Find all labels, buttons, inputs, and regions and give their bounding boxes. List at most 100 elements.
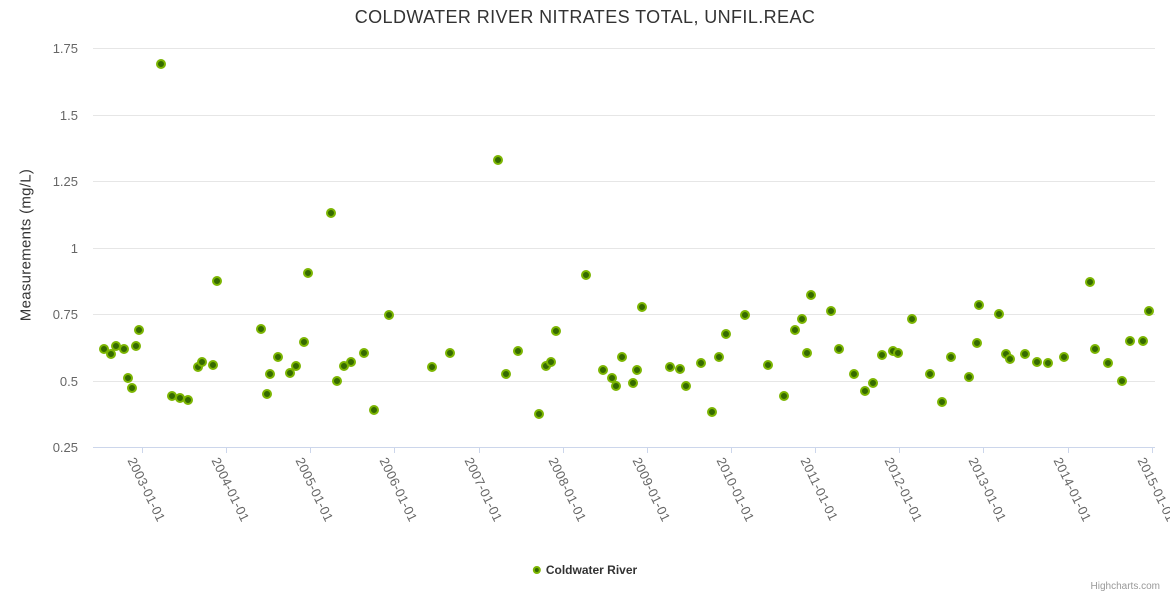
data-point[interactable]	[1102, 358, 1113, 369]
data-point[interactable]	[345, 356, 356, 367]
data-point[interactable]	[99, 343, 110, 354]
data-point[interactable]	[859, 386, 870, 397]
data-point[interactable]	[1058, 351, 1069, 362]
x-axis-tick-label: 2015-01-01	[1134, 455, 1170, 525]
x-axis-tick	[983, 447, 985, 453]
y-gridline	[93, 247, 1155, 249]
data-point[interactable]	[964, 371, 975, 382]
data-point[interactable]	[299, 336, 310, 347]
data-point[interactable]	[627, 378, 638, 389]
legend-item-coldwater-river[interactable]: Coldwater River	[532, 563, 637, 577]
data-point[interactable]	[358, 347, 369, 358]
data-point[interactable]	[892, 347, 903, 358]
data-point[interactable]	[427, 362, 438, 373]
data-point[interactable]	[974, 299, 985, 310]
data-point[interactable]	[384, 310, 395, 321]
data-point[interactable]	[545, 356, 556, 367]
data-point[interactable]	[925, 368, 936, 379]
data-point[interactable]	[264, 368, 275, 379]
data-point[interactable]	[779, 391, 790, 402]
data-point[interactable]	[197, 356, 208, 367]
data-point[interactable]	[208, 359, 219, 370]
y-axis-tick-label: 1.25	[52, 174, 78, 189]
data-point[interactable]	[801, 347, 812, 358]
data-point[interactable]	[664, 362, 675, 373]
data-point[interactable]	[994, 309, 1005, 319]
y-axis-tick-label: 0.25	[52, 440, 78, 455]
data-point[interactable]	[681, 380, 692, 391]
data-point[interactable]	[211, 275, 222, 286]
data-point[interactable]	[492, 154, 503, 165]
data-point[interactable]	[825, 306, 836, 317]
data-point[interactable]	[156, 58, 167, 69]
data-point[interactable]	[122, 372, 133, 383]
data-point[interactable]	[713, 351, 724, 362]
data-point[interactable]	[796, 314, 807, 325]
data-point[interactable]	[285, 367, 296, 378]
data-point[interactable]	[127, 383, 138, 394]
data-point[interactable]	[868, 378, 879, 389]
x-axis-tick	[730, 447, 732, 453]
data-point[interactable]	[1125, 335, 1136, 346]
data-point[interactable]	[134, 324, 145, 335]
data-point[interactable]	[1031, 356, 1042, 367]
data-point[interactable]	[675, 363, 686, 374]
data-point[interactable]	[1116, 375, 1127, 386]
data-point[interactable]	[762, 359, 773, 370]
data-point[interactable]	[326, 207, 337, 218]
data-point[interactable]	[1138, 335, 1149, 346]
data-point[interactable]	[632, 364, 643, 375]
data-point[interactable]	[806, 290, 817, 301]
data-point[interactable]	[291, 360, 302, 371]
x-axis-tick-label: 2007-01-01	[461, 455, 506, 525]
data-point[interactable]	[936, 396, 947, 407]
data-point[interactable]	[720, 328, 731, 339]
data-point[interactable]	[445, 347, 456, 358]
data-point[interactable]	[740, 310, 751, 321]
data-point[interactable]	[119, 343, 130, 354]
data-point[interactable]	[598, 364, 609, 375]
data-point[interactable]	[834, 343, 845, 354]
data-point[interactable]	[533, 408, 544, 419]
data-point[interactable]	[616, 351, 627, 362]
data-point[interactable]	[610, 380, 621, 391]
data-point[interactable]	[1020, 348, 1031, 359]
data-point[interactable]	[696, 358, 707, 369]
data-point[interactable]	[1043, 358, 1054, 369]
x-axis-tick	[226, 447, 228, 453]
data-point[interactable]	[946, 351, 957, 362]
data-point[interactable]	[261, 388, 272, 399]
data-point[interactable]	[1090, 343, 1101, 354]
data-point[interactable]	[302, 267, 313, 278]
data-point[interactable]	[255, 323, 266, 334]
data-point[interactable]	[369, 404, 380, 415]
x-axis-tick	[394, 447, 396, 453]
y-gridline	[93, 380, 1155, 382]
data-point[interactable]	[183, 395, 194, 406]
data-point[interactable]	[1085, 277, 1096, 288]
y-gridline	[93, 114, 1155, 116]
data-point[interactable]	[130, 340, 141, 351]
data-point[interactable]	[1143, 306, 1154, 317]
data-point[interactable]	[580, 270, 591, 281]
data-point[interactable]	[273, 351, 284, 362]
x-axis-tick	[478, 447, 480, 453]
x-axis-tick-label: 2013-01-01	[965, 455, 1010, 525]
data-point[interactable]	[706, 407, 717, 418]
data-point[interactable]	[849, 368, 860, 379]
data-point[interactable]	[789, 324, 800, 335]
data-point[interactable]	[501, 368, 512, 379]
data-point[interactable]	[551, 326, 562, 337]
x-axis-tick-label: 2006-01-01	[376, 455, 421, 525]
data-point[interactable]	[636, 302, 647, 313]
data-point[interactable]	[331, 375, 342, 386]
data-point[interactable]	[1004, 354, 1015, 365]
x-axis-tick	[646, 447, 648, 453]
data-point[interactable]	[972, 338, 983, 349]
data-point[interactable]	[906, 314, 917, 325]
highcharts-credits-link[interactable]: Highcharts.com	[1090, 581, 1160, 592]
data-point[interactable]	[512, 346, 523, 357]
data-point[interactable]	[877, 350, 888, 361]
x-axis-tick-label: 2008-01-01	[545, 455, 590, 525]
data-point[interactable]	[106, 348, 117, 359]
